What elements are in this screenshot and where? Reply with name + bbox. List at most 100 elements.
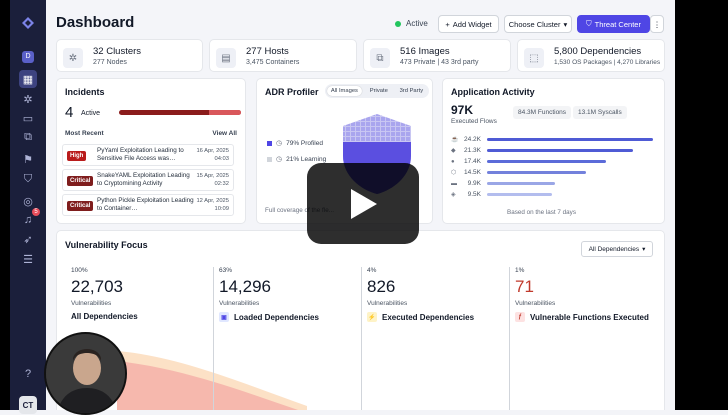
profiled-legend: ◷ 79% Profiled [267,139,323,147]
stat-value: 32 Clusters [93,46,142,57]
user-avatar[interactable]: CT [19,396,37,414]
stat-sub: 277 Nodes [93,59,127,66]
dotnet-icon: ▬ [451,180,457,187]
incident-date: 16 Apr, 2025 04:03 [196,148,229,162]
chevron-down-icon: ▾ [563,19,568,29]
vuln-count: 22,703 [71,277,123,296]
sliders-icon[interactable]: ☰ [23,253,33,266]
help-icon[interactable]: ? [24,368,32,380]
flows-value: 97K [451,103,474,117]
vuln-count: 826 [367,277,396,296]
video-frame-right [675,0,728,410]
video-frame-left [0,0,10,410]
learning-swatch [267,156,272,162]
activity-row: ☕ 24.2K [451,135,653,144]
incidents-bar-high [209,110,241,115]
vuln-column-loaded[interactable]: 63% 14,296 Vulnerabilities ▣ Loaded Depe… [219,267,366,410]
learning-label: 21% Learning [286,155,327,163]
video-play-button[interactable] [307,163,419,244]
vuln-column-executed[interactable]: 4% 826 Vulnerabilities ⚡ Executed Depend… [367,267,514,410]
bell-icon[interactable]: ♫ 5 [19,208,40,229]
stat-card-clusters[interactable]: ✲ 32 Clusters 277 Nodes [56,39,203,72]
bug-icon[interactable]: ✲ [23,93,33,106]
stat-value: 516 Images [400,46,450,57]
status-indicator: Active [395,19,428,28]
adr-title: ADR Profiler [265,87,319,97]
incidents-count: 4 [65,104,74,121]
incident-row[interactable]: Critical Python Pickle Exploitation Lead… [62,194,234,216]
tab-3rd-party[interactable]: 3rd Party [399,88,424,94]
incident-date: 15 Apr, 2025 02:32 [196,173,229,187]
node-icon: ⬡ [451,170,457,176]
severity-badge: High [67,151,87,161]
activity-value: 14.5K [464,169,481,176]
choose-cluster-dropdown[interactable]: Choose Cluster ▾ [504,15,572,33]
vuln-column-functions[interactable]: 1% 71 Vulnerabilities ƒ Vulnerable Funct… [515,267,662,410]
incidents-title: Incidents [65,87,105,97]
incident-text: SnakeYAML Exploitation Leading to Crypto… [97,172,190,187]
threat-center-button[interactable]: ⛉ Threat Center [577,15,650,33]
incident-row[interactable]: High PyYaml Exploitation Leading to Sens… [62,144,234,166]
notification-count: 5 [32,208,40,216]
vuln-pct: 63% [219,267,233,274]
choose-cluster-label: Choose Cluster [508,19,561,29]
dependency-filter-dropdown[interactable]: All Dependencies ▾ [581,241,653,257]
vuln-column-all[interactable]: 100% 22,703 Vulnerabilities All Dependen… [71,267,218,410]
activity-row: ◆ 21.3K [451,146,633,155]
vuln-count: 14,296 [219,277,271,296]
logo-icon[interactable] [19,14,37,32]
layers-icon[interactable]: ▭ [22,112,34,125]
adr-profiler-card: ADR Profiler All Images Private 3rd Part… [256,78,433,224]
tab-private[interactable]: Private [369,88,388,94]
activity-footer: Based on the last 7 days [507,209,576,216]
vuln-title: Vulnerability Focus [65,240,148,250]
copy-icon[interactable]: ⧉ [24,130,32,143]
syscalls-chip: 13.1M Syscalls [573,106,627,119]
stat-sub: 1,530 OS Packages | 4,270 Libraries [554,59,661,66]
incidents-bar [119,110,241,115]
column-divider [213,267,214,410]
activity-bar [487,182,555,185]
package-icon: ⬚ [524,48,544,68]
flag-icon[interactable]: ⚑ [23,153,33,166]
severity-badge: Critical [67,176,94,186]
stat-card-images[interactable]: ⧉ 516 Images 473 Private | 43 3rd party [363,39,511,72]
stat-value: 277 Hosts [246,46,289,57]
activity-title: Application Activity [451,87,535,97]
plus-icon: + [445,19,450,29]
threat-center-label: Threat Center [594,19,641,29]
stat-card-dependencies[interactable]: ⬚ 5,800 Dependencies 1,530 OS Packages |… [517,39,665,72]
vuln-label: Vulnerabilities [515,300,556,307]
activity-row: ⬡ 14.5K [451,168,586,177]
workspace-icon[interactable]: D [19,48,37,66]
activity-row: ● 17.4K [451,157,606,166]
view-all-link[interactable]: View All [212,130,237,137]
add-widget-button[interactable]: + Add Widget [438,15,499,33]
vuln-pct: 1% [515,267,525,274]
presenter-webcam [44,332,127,415]
incident-row[interactable]: Critical SnakeYAML Exploitation Leading … [62,169,234,191]
chevron-down-icon: ▾ [642,246,646,253]
stat-card-hosts[interactable]: ▤ 277 Hosts 3,475 Containers [209,39,357,72]
tab-all-images[interactable]: All Images [326,86,362,96]
severity-badge: Critical [67,201,94,211]
activity-value: 9.5K [467,191,481,198]
dashboard-icon[interactable]: ▦ [19,70,37,88]
activity-value: 17.4K [464,158,481,165]
more-menu-button[interactable]: ⋮ [650,15,664,33]
activity-value: 21.3K [464,147,481,154]
presenter-image [46,334,125,413]
page-title: Dashboard [56,14,135,31]
vuln-name: ƒ Vulnerable Functions Executed [515,312,649,322]
rocket-icon[interactable]: ➶ [23,233,33,246]
status-label: Active [406,19,428,28]
sidebar: D ▦ ✲ ▭ ⧉ ⚑ ⛉ ◎ ♫ 5 ➶ ☰ ? CT [10,0,46,414]
vuln-name: All Dependencies [71,312,138,321]
cluster-icon: ✲ [63,48,83,68]
workspace-badge: D [22,51,34,63]
shield-icon[interactable]: ⛉ [23,172,33,185]
filter-label: All Dependencies [588,245,640,253]
add-widget-label: Add Widget [452,19,492,29]
globe-icon[interactable]: ◎ [23,195,33,208]
images-icon: ⧉ [370,48,390,68]
